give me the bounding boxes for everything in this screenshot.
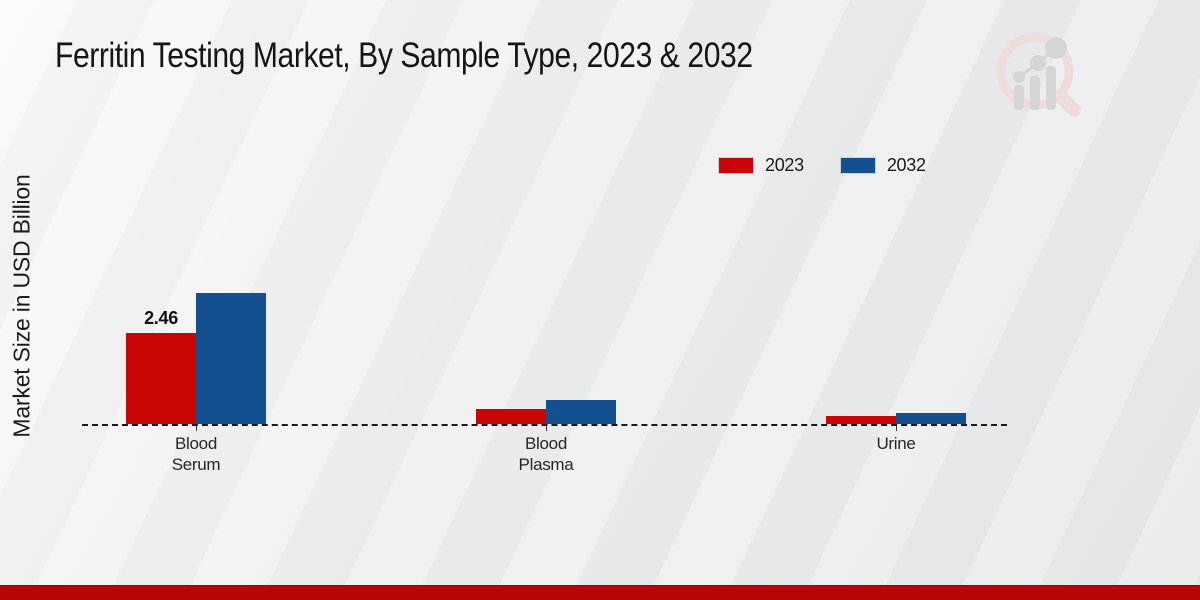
x-tick-label-blood-serum: Blood Serum — [171, 434, 221, 474]
x-axis-tick — [196, 426, 197, 431]
x-axis-baseline-dashed — [82, 424, 1007, 426]
legend-item-2032: 2032 — [839, 155, 926, 176]
x-axis-tick — [896, 426, 897, 431]
bar-2023-blood-plasma — [476, 409, 546, 424]
footer-red-band — [0, 585, 1200, 600]
legend-swatch-2032 — [839, 157, 876, 174]
bar-2023-blood-serum — [126, 333, 196, 424]
x-axis-tick — [546, 426, 547, 431]
bar-2032-urine — [896, 413, 966, 424]
x-tick-label-blood-plasma: Blood Plasma — [518, 434, 574, 474]
legend-item-2023: 2023 — [718, 155, 804, 176]
legend-swatch-2023 — [718, 157, 754, 174]
legend-label-2023: 2023 — [765, 155, 804, 175]
bar-2032-blood-serum — [196, 293, 266, 424]
bar-2023-urine — [826, 416, 896, 424]
bar-2032-blood-plasma — [546, 400, 616, 424]
bar-value-label: 2.46 — [144, 308, 178, 328]
chart-title: Ferritin Testing Market, By Sample Type,… — [55, 36, 753, 75]
market-research-magnifier-logo-icon — [996, 32, 1081, 117]
legend-label-2032: 2032 — [886, 155, 926, 175]
x-tick-label-urine: Urine — [876, 434, 916, 453]
legend: 2023 2032 — [718, 155, 926, 176]
